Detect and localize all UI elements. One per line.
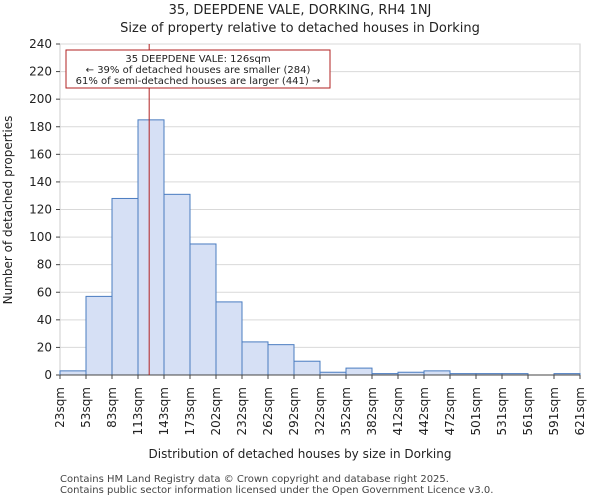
y-tick-label: 200: [29, 92, 52, 106]
plot-area: 0 20 40 60 80 100 120 140 160 180 200 220 240 23sqm 53…: [29, 37, 587, 435]
annotation-line: 61% of semi-detached houses are larger (…: [76, 76, 321, 87]
chart-title: 35, DEEPDENE VALE, DORKING, RH4 1NJ: [169, 3, 432, 18]
x-tick-label: 262sqm: [261, 387, 275, 435]
x-tick-label: 322sqm: [313, 387, 327, 435]
y-tick-label: 160: [29, 147, 52, 161]
histogram-bar: [423, 370, 451, 376]
y-tick-label: 20: [37, 340, 52, 354]
y-tick-label: 240: [29, 37, 52, 51]
histogram-bar: [345, 367, 373, 376]
x-tick-label: 501sqm: [469, 387, 483, 435]
x-tick-label: 23sqm: [53, 387, 67, 428]
y-tick-label: 60: [37, 285, 52, 299]
x-tick-label: 292sqm: [287, 387, 301, 435]
footer-line-1: Contains HM Land Registry data © Crown c…: [60, 474, 449, 485]
chart-subtitle: Size of property relative to detached ho…: [120, 21, 480, 36]
y-tick-label: 180: [29, 120, 52, 134]
histogram-bar: [59, 370, 87, 376]
annotation-box: [65, 49, 331, 89]
histogram-bar: [215, 301, 243, 376]
x-tick-label: 442sqm: [417, 387, 431, 435]
y-tick-label: 220: [29, 65, 52, 79]
histogram-bar: [163, 193, 191, 376]
x-tick-label: 412sqm: [391, 387, 405, 435]
x-tick-label: 53sqm: [79, 387, 93, 428]
annotation-line: ← 39% of detached houses are smaller (28…: [86, 65, 311, 76]
histogram-bar: [293, 360, 321, 376]
histogram-bar: [241, 341, 269, 376]
y-tick-label: 120: [29, 203, 52, 217]
y-tick-label: 100: [29, 230, 52, 244]
x-tick-label: 352sqm: [339, 387, 353, 435]
x-tick-label: 143sqm: [157, 387, 171, 435]
histogram-bar: [189, 243, 217, 376]
x-tick-label: 591sqm: [547, 387, 561, 435]
histogram-bar: [137, 119, 165, 376]
histogram-bar: [111, 197, 139, 376]
x-tick-label: 173sqm: [183, 387, 197, 435]
x-tick-label: 83sqm: [105, 387, 119, 428]
x-tick-label: 561sqm: [521, 387, 535, 435]
x-tick-label: 472sqm: [443, 387, 457, 435]
annotation-line: 35 DEEPDENE VALE: 126sqm: [125, 54, 270, 65]
x-tick-label: 531sqm: [495, 387, 509, 435]
histogram-bar: [85, 295, 113, 376]
x-tick-label: 113sqm: [131, 387, 145, 435]
histogram-bar: [267, 344, 295, 376]
y-tick-label: 140: [29, 175, 52, 189]
y-axis-label: Number of detached properties: [1, 116, 15, 305]
x-axis-label: Distribution of detached houses by size …: [149, 447, 452, 461]
y-tick-label: 0: [44, 368, 52, 382]
y-tick-label: 40: [37, 313, 52, 327]
x-tick-label: 202sqm: [209, 387, 223, 435]
x-tick-label: 382sqm: [365, 387, 379, 435]
footer-line-2: Contains public sector information licen…: [60, 485, 494, 496]
y-tick-label: 80: [37, 258, 52, 272]
x-tick-label: 621sqm: [573, 387, 587, 435]
x-tick-label: 232sqm: [235, 387, 249, 435]
